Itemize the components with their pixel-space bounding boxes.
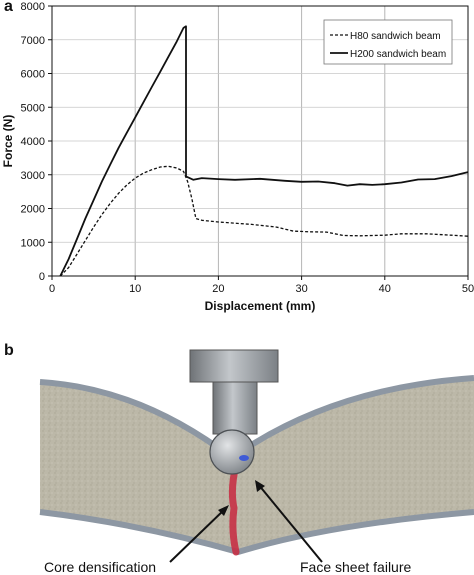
y-tick-label: 3000: [21, 170, 45, 182]
arrow-face-sheet-failure: [257, 483, 323, 563]
y-tick-label: 4000: [21, 136, 45, 148]
x-tick-label: 30: [295, 283, 307, 295]
indenter-rod: [212, 381, 258, 435]
y-axis-title: Force (N): [1, 115, 15, 168]
y-tick-label: 2000: [21, 204, 45, 216]
series-layer: [59, 25, 469, 277]
specimen-photo: Core densification Face sheet failure: [39, 349, 474, 575]
x-axis-title: Displacement (mm): [205, 299, 316, 313]
sandwich-core: [40, 378, 474, 552]
indenter-roller: [209, 429, 255, 475]
label-face-sheet-failure: Face sheet failure: [300, 559, 411, 575]
x-tick-label: 20: [212, 283, 224, 295]
x-tick-label: 50: [462, 283, 474, 295]
roller-marker: [239, 455, 249, 461]
y-tick-label: 0: [39, 271, 45, 283]
force-displacement-chart: 0 10 20 30 40 50 0 1000 2000 3000 4000 5000 6000 7000…: [1, 1, 474, 313]
legend-label-h200: H200 sandwich beam: [350, 49, 446, 60]
y-tick-label: 5000: [21, 102, 45, 114]
x-tick-label: 10: [129, 283, 141, 295]
x-tick-label: 40: [379, 283, 391, 295]
series-line-h80: [59, 165, 469, 277]
arrowhead-face-sheet-failure: [255, 480, 265, 492]
y-tick-label: 7000: [21, 35, 45, 47]
series-line-h200: [59, 25, 469, 277]
core-crack: [228, 461, 240, 556]
tick-layer: 0 10 20 30 40 50 0 1000 2000 3000 4000 5000 6000 7000…: [21, 1, 474, 295]
legend-box: [323, 19, 453, 65]
legend: H80 sandwich beam H200 sandwich beam: [323, 19, 453, 65]
indenter-block: [189, 349, 279, 383]
arrow-core-densification: [169, 507, 227, 563]
y-tick-label: 1000: [21, 237, 45, 249]
arrowhead-core-densification: [218, 505, 229, 516]
label-core-densification: Core densification: [44, 559, 156, 575]
x-tick-label: 0: [49, 283, 55, 295]
panel-a-label: a: [4, 0, 13, 15]
panel-b-label: b: [4, 342, 14, 359]
legend-label-h80: H80 sandwich beam: [350, 31, 441, 42]
plot-frame: [51, 5, 469, 277]
y-tick-label: 8000: [21, 1, 45, 13]
y-tick-label: 6000: [21, 69, 45, 81]
